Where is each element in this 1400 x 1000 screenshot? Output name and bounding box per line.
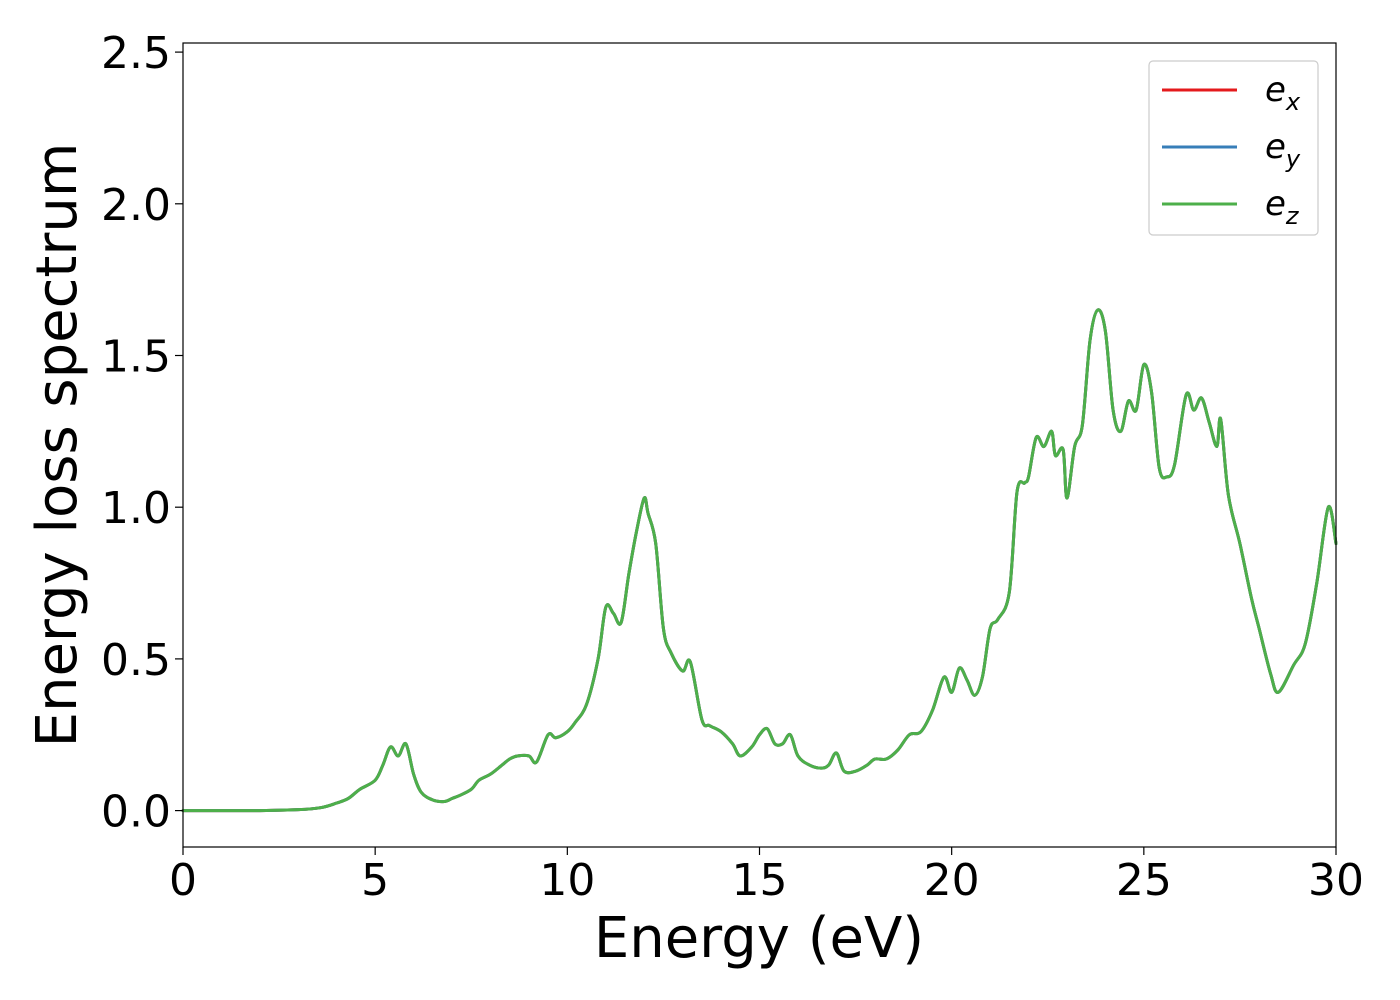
legend-label-ez: ez [1265,184,1300,230]
legend-label-ex: ex [1265,70,1301,116]
x-axis-title: Energy (eV) [594,906,924,971]
legend-label-ey: ey [1265,127,1301,173]
plot-background [183,43,1336,847]
x-tick-label: 5 [361,855,389,906]
y-tick-label: 0.5 [101,635,171,686]
y-axis: 0.0 0.5 1.0 1.5 2.0 2.5 [101,28,183,838]
x-tick-label: 25 [1116,855,1172,906]
legend: ex ey ez [1148,60,1319,236]
y-tick-label: 1.0 [101,483,171,534]
x-tick-label: 20 [924,855,980,906]
x-tick-label: 0 [169,855,197,906]
x-tick-label: 30 [1308,855,1364,906]
x-axis: 0 5 10 15 20 25 30 [169,847,1364,906]
x-tick-label: 15 [732,855,788,906]
series-line-ez [181,308,1338,813]
y-axis-title: Energy loss spectrum [25,143,90,748]
y-tick-label: 0.0 [101,787,171,838]
series-layer [181,308,1338,813]
y-tick-label: 2.5 [101,28,171,79]
y-tick-label: 1.5 [101,331,171,382]
x-tick-label: 10 [539,855,595,906]
y-tick-label: 2.0 [101,180,171,231]
